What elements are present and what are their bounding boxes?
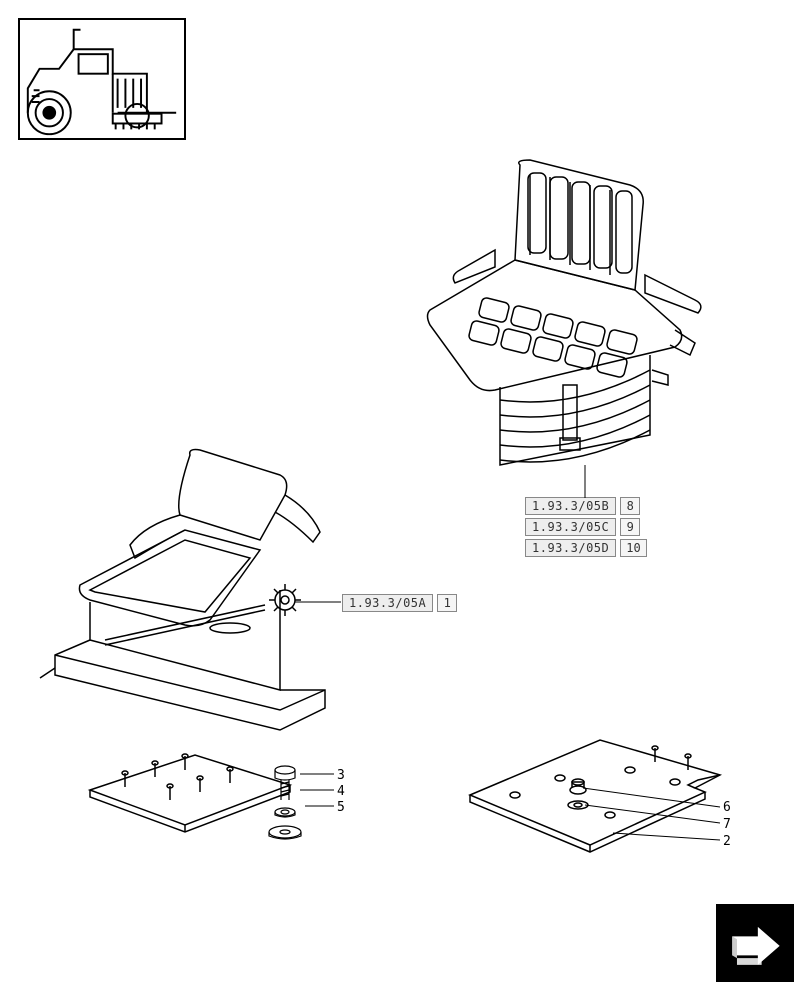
- deluxe-leader: [570, 460, 630, 500]
- next-page-icon: [716, 904, 794, 982]
- ref-index: 10: [620, 539, 646, 557]
- ref-index: 1: [437, 594, 457, 612]
- simple-ref: 1.93.3/05A 1: [342, 594, 457, 612]
- ref-index: 9: [620, 518, 640, 536]
- callout-2: 2: [723, 834, 731, 849]
- callout-3: 3: [337, 768, 345, 783]
- bolt-leaders: [300, 770, 336, 815]
- simple-leader: [295, 598, 345, 606]
- deluxe-seat-svg: [400, 155, 720, 485]
- callout-6: 6: [723, 800, 731, 815]
- ref-label: 1.93.3/05A: [342, 594, 433, 612]
- ref-label: 1.93.3/05C: [525, 518, 616, 536]
- callout-7: 7: [723, 817, 731, 832]
- deluxe-ref-2: 1.93.3/05C 9: [525, 518, 640, 536]
- deluxe-ref-3: 1.93.3/05D 10: [525, 539, 647, 557]
- callout-4: 4: [337, 784, 345, 799]
- deluxe-seat-drawing: [400, 155, 720, 485]
- callout-5: 5: [337, 800, 345, 815]
- ref-label: 1.93.3/05D: [525, 539, 616, 557]
- tractor-icon: [20, 20, 184, 139]
- tractor-logo-box: [18, 18, 186, 140]
- plate-leaders: [583, 783, 723, 848]
